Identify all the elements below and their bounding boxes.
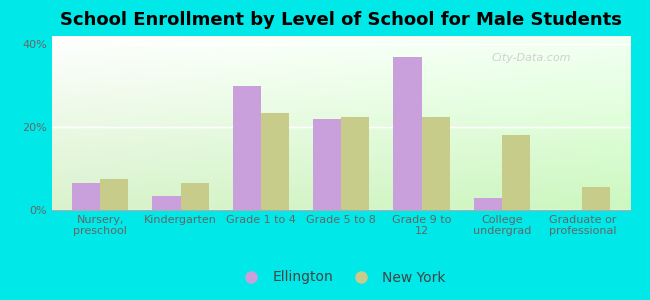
Bar	[393, 57, 422, 210]
Bar	[72, 183, 100, 210]
Bar	[582, 187, 610, 210]
Bar	[153, 196, 181, 210]
Bar	[341, 117, 369, 210]
Bar	[502, 135, 530, 210]
Bar	[313, 119, 341, 210]
Bar	[261, 112, 289, 210]
Bar	[474, 198, 502, 210]
Bar	[233, 86, 261, 210]
Bar	[100, 179, 128, 210]
Text: City-Data.com: City-Data.com	[491, 53, 571, 63]
Bar	[181, 183, 209, 210]
Bar	[422, 117, 450, 210]
Legend: Ellington, New York: Ellington, New York	[232, 265, 450, 290]
Title: School Enrollment by Level of School for Male Students: School Enrollment by Level of School for…	[60, 11, 622, 29]
